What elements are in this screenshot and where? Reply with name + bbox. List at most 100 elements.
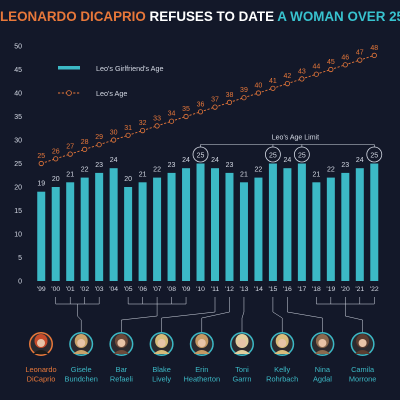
- x-tick-label: '00: [51, 286, 60, 293]
- x-tick-label: '16: [283, 286, 292, 293]
- x-tick-label: '21: [355, 286, 364, 293]
- leo-age-label: 27: [66, 144, 74, 151]
- avatar-face: [77, 339, 86, 347]
- age-limit-circle: [265, 146, 281, 163]
- y-tick-label: 30: [14, 138, 22, 145]
- bar-value-label: 20: [52, 176, 60, 183]
- avatar-face: [117, 339, 126, 347]
- avatar-shoulders: [314, 350, 331, 354]
- leo-age-point: [212, 104, 218, 110]
- girlfriend-name: Blake: [152, 365, 171, 374]
- y-tick-label: 20: [14, 185, 22, 192]
- leo-age-label: 26: [52, 148, 60, 155]
- y-tick-label: 25: [14, 161, 22, 168]
- x-tick-label: '12: [225, 286, 234, 293]
- leo-age-label: 29: [95, 134, 103, 141]
- age-limit-circle: [366, 146, 383, 163]
- leo-age-point: [270, 85, 276, 91]
- leo-age-label: 42: [284, 73, 292, 80]
- bar: [225, 172, 234, 281]
- bar-value-label: 20: [124, 176, 132, 183]
- bar-value-label: 22: [153, 167, 161, 174]
- leo-age-label: 25: [37, 153, 45, 160]
- bar-value-label: 24: [284, 157, 292, 164]
- girlfriend-name: Camila: [351, 365, 375, 374]
- legend-swatch-point: [66, 90, 72, 96]
- leo-age-label: 35: [182, 106, 190, 113]
- girlfriend-name: Erin: [195, 365, 208, 374]
- avatar-face: [278, 339, 287, 347]
- avatar-face: [37, 339, 45, 347]
- leo-age-point: [299, 76, 305, 82]
- avatar-shoulders: [73, 350, 90, 354]
- bar: [66, 182, 75, 281]
- bar-value-label: 25: [370, 153, 378, 160]
- y-tick-label: 45: [14, 67, 22, 74]
- leo-age-point: [284, 81, 290, 87]
- x-tick-label: '09: [182, 286, 191, 293]
- x-tick-label: '11: [211, 286, 220, 293]
- age-limit-circle: [293, 146, 310, 163]
- leo-age-label: 48: [370, 45, 378, 52]
- leo-age-point: [342, 62, 348, 68]
- x-tick-label: '07: [153, 286, 162, 293]
- y-tick-label: 0: [18, 279, 22, 286]
- leo-age-point: [96, 142, 102, 148]
- leo-age-label: 39: [240, 87, 248, 94]
- bar-value-label: 25: [269, 153, 277, 160]
- bar: [239, 182, 248, 281]
- x-tick-label: '05: [124, 286, 133, 293]
- annotation-label: Leo's Age Limit: [272, 135, 319, 142]
- avatar-shoulders: [33, 350, 49, 354]
- x-tick-label: '15: [268, 286, 277, 293]
- bar: [355, 168, 364, 281]
- girlfriend-name: Rohrbach: [266, 375, 298, 384]
- connector-line: [287, 297, 323, 333]
- y-tick-label: 35: [14, 114, 22, 121]
- x-tick-label: '02: [80, 286, 89, 293]
- bar: [254, 177, 263, 281]
- avatar-shoulders: [234, 350, 250, 354]
- leo-age-label: 38: [226, 92, 234, 99]
- bar: [167, 172, 176, 281]
- bar: [297, 163, 306, 281]
- leo-age-point: [357, 57, 363, 63]
- leo-age-point: [313, 71, 319, 77]
- girlfriend-name: Bundchen: [65, 375, 98, 384]
- leo-age-label: 30: [110, 130, 118, 137]
- leo-age-point: [168, 118, 175, 124]
- bar: [138, 182, 147, 281]
- x-tick-label: '04: [109, 286, 118, 293]
- girlfriend-name: Nina: [315, 365, 331, 374]
- leo-age-label: 45: [327, 59, 335, 66]
- bar: [211, 168, 219, 281]
- bar: [196, 163, 205, 281]
- leo-age-point: [183, 113, 189, 120]
- y-axis: 0 5 10 15 20 25 30 35 40 45 50: [14, 44, 22, 286]
- leo-age-label: 40: [255, 83, 263, 90]
- bar: [268, 163, 277, 281]
- leo-age-point: [111, 137, 117, 143]
- leo-age-label: 43: [298, 68, 306, 75]
- bar-value-label: 24: [211, 157, 219, 164]
- bar-value-label: 21: [139, 171, 147, 178]
- leo-age-point: [226, 99, 233, 106]
- leo-age-label: 34: [168, 111, 176, 118]
- leo-age-point: [82, 146, 88, 152]
- y-tick-label: 50: [14, 44, 22, 51]
- avatar-face: [358, 339, 367, 347]
- bar-value-label: 21: [240, 171, 248, 178]
- bar-value-label: 22: [81, 167, 89, 174]
- connector-line: [345, 304, 363, 333]
- leo-age-point: [38, 160, 44, 167]
- leo-age-point: [154, 123, 160, 129]
- girlfriend-name: Toni: [235, 365, 249, 374]
- legend: Leo's Girlfriend's Age Leo's Age: [58, 64, 163, 98]
- x-tick-label: '13: [240, 286, 249, 293]
- bar-value-label: 22: [255, 167, 263, 174]
- x-tick-label: '08: [167, 286, 176, 293]
- leo-age-point: [328, 66, 334, 73]
- y-tick-label: 15: [14, 208, 22, 215]
- x-tick-label: '14: [254, 286, 263, 293]
